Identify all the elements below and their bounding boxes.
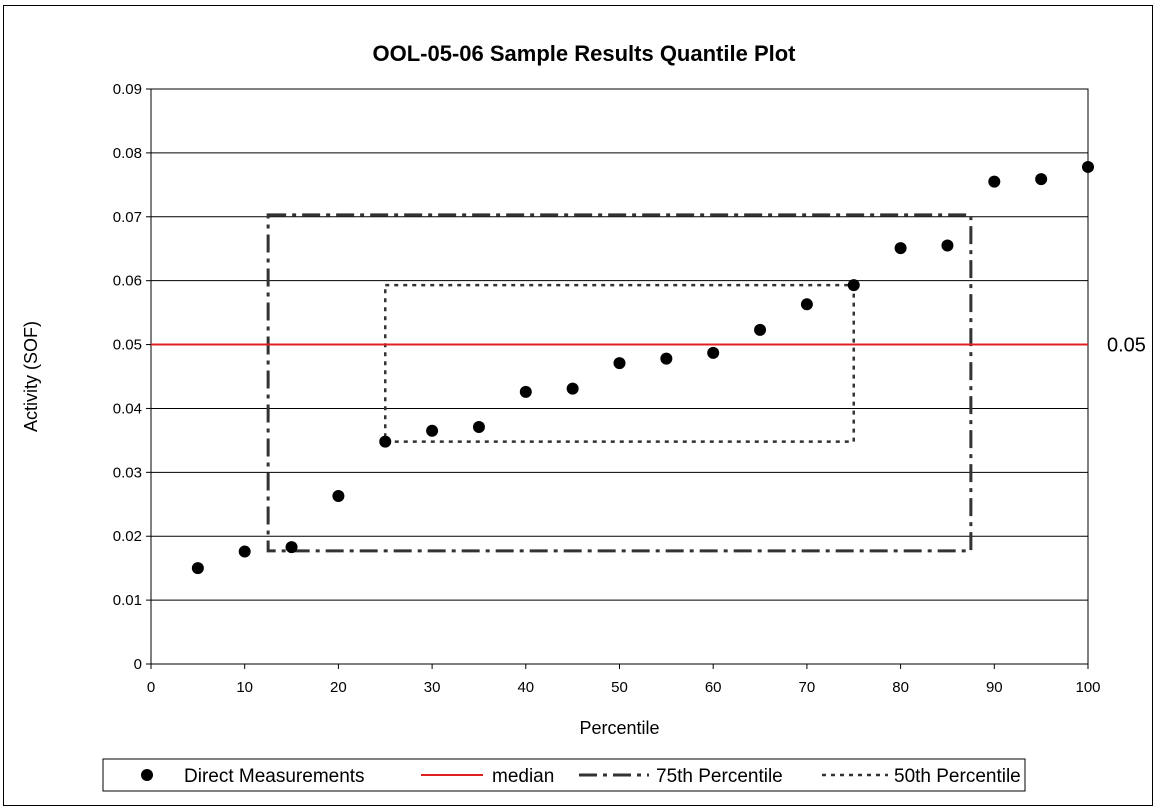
x-tick-label: 100 [1075,679,1100,696]
chart-title: OOL-05-06 Sample Results Quantile Plot [373,41,797,66]
legend-label-50th: 50th Percentile [894,766,1021,787]
legend-items: Direct Measurements median 75th Percentile… [141,766,1021,787]
legend-label-direct-measurements: Direct Measurements [184,766,365,787]
x-tick-label: 40 [517,679,534,696]
data-point [847,279,860,292]
data-point [472,420,485,433]
data-point [894,242,907,255]
y-axis-label: Activity (SOF) [21,321,41,432]
x-tick-label: 0 [147,679,155,696]
y-tick-label: 0.03 [113,464,142,481]
data-points [191,160,1094,575]
x-tick-label: 60 [705,679,722,696]
x-tick-label: 50 [611,679,628,696]
data-point [1082,160,1094,173]
x-tick-label: 20 [330,679,347,696]
y-axis: 0 0.01 0.02 0.03 0.04 0.05 0.06 0.07 0.08 0.09 [113,81,151,673]
legend: Direct Measurements median 75th Percentile… [102,758,1026,792]
x-tick-label: 90 [986,679,1003,696]
data-point [1035,173,1048,186]
data-point [332,489,345,502]
x-axis: 0 10 20 30 40 50 60 70 80 90 100 [147,664,1101,696]
box-75th-percentile [266,213,973,553]
x-tick-label: 10 [236,679,253,696]
data-point [566,382,579,395]
x-tick-label: 70 [799,679,816,696]
y-tick-label: 0.04 [113,400,142,417]
data-point [238,545,251,558]
plot-area [150,88,1089,665]
y-tick-label: 0.01 [113,592,142,609]
y-tick-label: 0 [134,656,142,673]
data-point [707,346,720,359]
y-tick-label: 0.05 [113,337,142,354]
data-point [191,562,204,575]
legend-label-median: median [492,766,554,787]
percentile-boxes [266,213,973,553]
data-point [519,385,532,398]
data-point [941,239,954,252]
legend-marker-direct-measurements [141,769,153,781]
chart-frame: OOL-05-06 Sample Results Quantile Plot 0… [3,5,1153,806]
data-point [988,175,1001,188]
quantile-chart: OOL-05-06 Sample Results Quantile Plot 0… [21,41,1146,792]
box-50th-percentile [384,283,855,443]
data-point [613,357,626,370]
data-point [426,424,439,437]
x-tick-label: 30 [424,679,441,696]
y-tick-label: 0.06 [113,273,142,290]
data-point [379,435,392,448]
x-tick-label: 80 [892,679,909,696]
data-point [660,352,673,365]
grid-lines [151,88,1088,665]
legend-label-75th: 75th Percentile [656,766,783,787]
data-point [754,323,767,336]
legend-box [102,758,1026,792]
y-tick-label: 0.02 [113,528,142,545]
data-point [285,541,298,554]
data-point [800,298,813,311]
x-axis-label: Percentile [579,718,659,738]
y-tick-label: 0.07 [113,209,142,226]
y-tick-label: 0.09 [113,81,142,98]
median-value-label: 0.05 [1107,335,1146,357]
y-tick-label: 0.08 [113,145,142,162]
